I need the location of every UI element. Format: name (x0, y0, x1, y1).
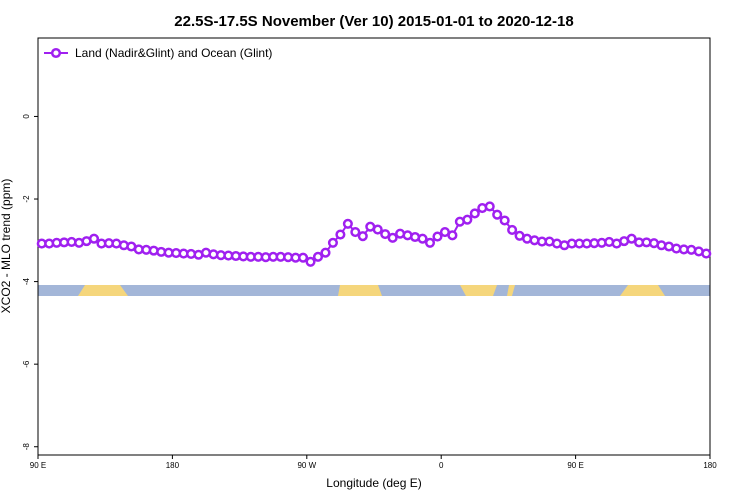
y-tick-label: -6 (22, 360, 31, 368)
land-strip (620, 285, 665, 296)
chart-title: 22.5S-17.5S November (Ver 10) 2015-01-01… (174, 13, 573, 30)
x-tick-label: 90 W (297, 461, 316, 470)
y-axis-title: XCO2 - MLO trend (ppm) (0, 179, 13, 314)
marker (417, 233, 428, 244)
y-tick-label: -8 (22, 443, 31, 451)
x-tick-label: 180 (166, 461, 180, 470)
marker (462, 214, 473, 225)
x-tick-label: 90 E (567, 461, 583, 470)
legend-marker (50, 47, 62, 59)
x-axis-title: Longitude (deg E) (326, 476, 421, 490)
marker (357, 231, 368, 242)
marker (432, 231, 443, 242)
land-strip (460, 285, 497, 296)
y-tick-label: -2 (22, 195, 31, 203)
marker (88, 233, 100, 244)
land-strip (78, 285, 128, 296)
x-tick-label: 180 (703, 461, 717, 470)
marker (626, 233, 637, 244)
marker (305, 256, 316, 267)
marker (469, 208, 480, 219)
marker (320, 247, 331, 258)
marker (342, 218, 353, 229)
y-tick-label: -4 (22, 277, 31, 285)
marker (335, 229, 346, 240)
legend-label: Land (Nadir&Glint) and Ocean (Glint) (75, 46, 272, 60)
marker (492, 209, 503, 220)
marker (701, 248, 712, 259)
marker (298, 252, 309, 263)
marker (372, 224, 383, 235)
y-tick-label: 0 (22, 114, 31, 119)
marker (380, 229, 391, 240)
marker (312, 251, 324, 262)
marker (327, 237, 338, 248)
marker (484, 201, 495, 212)
x-tick-label: 90 E (30, 461, 46, 470)
marker (499, 215, 510, 226)
x-tick-label: 0 (439, 461, 444, 470)
marker (507, 224, 518, 236)
land-strip (338, 285, 382, 296)
marker (387, 232, 398, 243)
marker (424, 237, 436, 248)
marker (447, 230, 458, 241)
land-strip (507, 285, 515, 296)
marker (350, 226, 361, 238)
land-ocean-strip (38, 285, 710, 296)
